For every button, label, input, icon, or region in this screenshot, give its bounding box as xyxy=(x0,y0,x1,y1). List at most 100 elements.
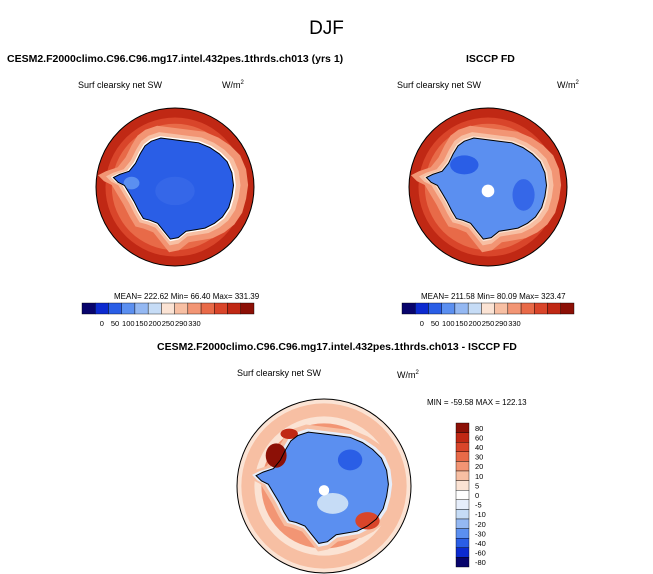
colorbar-tick-label: -60 xyxy=(475,549,486,558)
antarctica-coastline xyxy=(112,137,235,240)
colorbar-tick-label: 250 xyxy=(482,319,495,328)
panel-1-title: CESM2.F2000climo.C96.C96.mg17.intel.432p… xyxy=(7,53,344,65)
colorbar-tick-label: 150 xyxy=(135,319,148,328)
colorbar-swatch xyxy=(455,509,470,520)
colorbar-swatch xyxy=(455,547,470,558)
colorbar-tick-label: 100 xyxy=(122,319,135,328)
colorbar-swatch xyxy=(455,422,470,433)
colorbar-swatch xyxy=(441,302,456,315)
colorbar-tick-label: 50 xyxy=(431,319,439,328)
colorbar-swatch xyxy=(455,489,470,500)
colorbar-swatch xyxy=(520,302,535,315)
panel-1-variable: Surf clearsky net SW xyxy=(78,80,163,90)
colorbar-tick-label: 50 xyxy=(111,319,119,328)
colorbar-swatch xyxy=(481,302,495,315)
panel-3-units: W/m2 xyxy=(397,370,419,380)
colorbar-swatch xyxy=(108,302,122,315)
colorbar-swatch xyxy=(455,518,470,529)
colorbar-tick-label: 60 xyxy=(475,433,483,442)
colorbar-swatch xyxy=(455,451,470,462)
colorbar-swatch xyxy=(455,480,470,491)
colorbar-tick-label: 80 xyxy=(475,424,483,433)
map-anomaly-3 xyxy=(337,449,363,471)
figure-title: DJF xyxy=(309,18,344,39)
panel-2-variable: Surf clearsky net SW xyxy=(397,80,482,90)
map-border xyxy=(408,107,568,267)
panel-1-map xyxy=(95,107,255,267)
map-anomaly-4 xyxy=(317,492,349,514)
map-anomaly-1 xyxy=(123,176,140,190)
colorbar-tick-label: 330 xyxy=(188,319,201,328)
panel-3-stats: MIN = -59.58 MAX = 122.13 xyxy=(427,398,527,407)
colorbar-swatch xyxy=(560,302,575,315)
colorbar-tick-label: 20 xyxy=(475,462,483,471)
colorbar-tick-label: 100 xyxy=(442,319,455,328)
colorbar-tick-label: 0 xyxy=(420,319,424,328)
panel-1-colorbar: 0 50 100 150 200 250 290 330 xyxy=(81,302,255,328)
colorbar-swatch xyxy=(455,557,470,568)
colorbar-tick-label: -20 xyxy=(475,520,486,529)
panel-1-units: W/m2 xyxy=(222,80,244,90)
colorbar-swatch xyxy=(81,302,96,315)
colorbar-swatch xyxy=(161,302,175,315)
colorbar-swatch xyxy=(200,302,215,315)
colorbar-tick-label: -80 xyxy=(475,558,486,567)
colorbar-swatch xyxy=(147,302,162,315)
map-anomaly-1 xyxy=(512,179,535,211)
map-anomaly-0 xyxy=(265,443,287,468)
colorbar-swatch xyxy=(454,302,469,315)
map-anomaly-2 xyxy=(355,512,380,530)
colorbar-swatch xyxy=(214,302,228,315)
colorbar-swatch xyxy=(227,302,241,315)
pole-hole xyxy=(481,184,495,198)
colorbar-swatch xyxy=(507,302,522,315)
colorbar-tick-label: 5 xyxy=(475,481,479,490)
panel-2-colorbar: 0 50 100 150 200 250 290 330 xyxy=(401,302,575,328)
colorbar-tick-label: 200 xyxy=(469,319,482,328)
colorbar-swatch xyxy=(547,302,561,315)
colorbar-swatch xyxy=(455,499,470,510)
antarctica-coastline xyxy=(425,137,548,240)
map-anomaly-1 xyxy=(280,428,298,440)
colorbar-swatch xyxy=(534,302,548,315)
colorbar-swatch xyxy=(415,302,429,315)
antarctica-coastline xyxy=(255,431,389,544)
map-anomaly-0 xyxy=(155,176,195,206)
colorbar-swatch xyxy=(455,528,470,539)
colorbar-tick-label: 10 xyxy=(475,472,483,481)
colorbar-swatch xyxy=(494,302,509,315)
colorbar-tick-label: -30 xyxy=(475,529,486,538)
colorbar-swatch xyxy=(121,302,136,315)
colorbar-tick-label: -40 xyxy=(475,539,486,548)
colorbar-swatch xyxy=(95,302,109,315)
colorbar-swatch xyxy=(187,302,202,315)
colorbar-tick-label: -10 xyxy=(475,510,486,519)
colorbar-swatch xyxy=(428,302,442,315)
map-border xyxy=(95,107,255,267)
colorbar-tick-label: 0 xyxy=(100,319,104,328)
colorbar-swatch xyxy=(401,302,416,315)
colorbar-tick-label: 290 xyxy=(495,319,508,328)
panel-2-stats: MEAN= 211.58 Min= 80.09 Max= 323.47 xyxy=(421,292,566,301)
colorbar-tick-label: 30 xyxy=(475,453,483,462)
colorbar-swatch xyxy=(134,302,149,315)
panel-3-title: CESM2.F2000climo.C96.C96.mg17.intel.432p… xyxy=(157,341,517,353)
colorbar-swatch xyxy=(240,302,255,315)
panel-2-title: ISCCP FD xyxy=(466,53,515,65)
panel-2-map xyxy=(408,107,568,267)
colorbar-swatch xyxy=(455,537,470,548)
pole-hole xyxy=(318,485,330,496)
panel-1-stats: MEAN= 222.62 Min= 66.40 Max= 331.39 xyxy=(114,292,260,301)
panel-2-units: W/m2 xyxy=(557,80,579,90)
map-border xyxy=(236,398,412,574)
colorbar-swatch xyxy=(467,302,482,315)
colorbar-tick-label: 200 xyxy=(149,319,162,328)
colorbar-tick-label: -5 xyxy=(475,501,482,510)
colorbar-tick-label: 40 xyxy=(475,443,483,452)
colorbar-tick-label: 150 xyxy=(455,319,468,328)
panel-3-variable: Surf clearsky net SW xyxy=(237,368,322,378)
map-anomaly-0 xyxy=(450,155,479,175)
colorbar-tick-label: 290 xyxy=(175,319,188,328)
colorbar-swatch xyxy=(174,302,189,315)
